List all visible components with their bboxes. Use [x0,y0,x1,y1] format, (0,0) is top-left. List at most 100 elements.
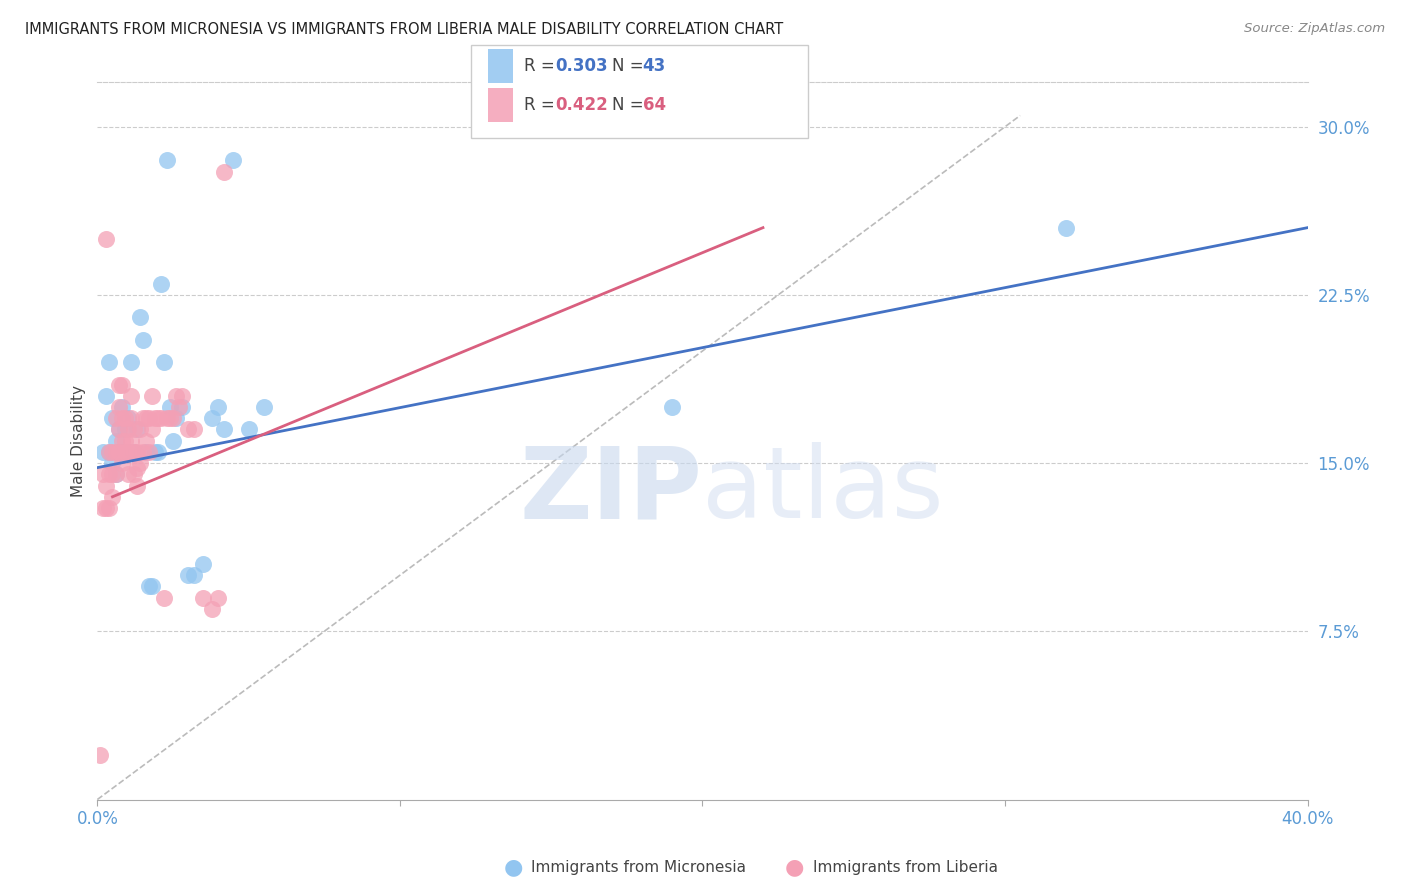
Point [162,434,184,448]
Point [98,500,121,515]
Point [149,277,172,291]
Text: 0.422: 0.422 [555,96,609,114]
Point [114,411,136,425]
Point [98,355,121,369]
Point [98,445,121,459]
Point [165,411,187,425]
Point [104,467,127,482]
Point [107,423,129,437]
Point [143,445,166,459]
Point [183,568,205,582]
Point [135,434,157,448]
Point [93,467,115,482]
Point [101,411,124,425]
Point [132,333,155,347]
Point [122,423,145,437]
Point [98,467,121,482]
Point [120,389,142,403]
Text: Immigrants from Liberia: Immigrants from Liberia [813,860,998,874]
Point [214,164,236,178]
Point [110,377,132,392]
Point [114,445,136,459]
Point [177,568,200,582]
Point [117,445,139,459]
Point [135,411,157,425]
Point [149,411,172,425]
Point [117,445,139,459]
Point [125,478,148,492]
Text: R =: R = [524,96,561,114]
Point [159,400,181,414]
Point [120,411,142,425]
Point [125,423,148,437]
Point [117,423,139,437]
Point [122,467,145,482]
Text: Immigrants from Micronesia: Immigrants from Micronesia [531,860,747,874]
Point [120,434,142,448]
Point [177,423,200,437]
Point [153,355,176,369]
Point [104,467,127,482]
Point [107,377,129,392]
Point [98,445,121,459]
Point [110,411,132,425]
Point [107,445,129,459]
Point [201,602,224,616]
Point [138,445,160,459]
Point [110,456,132,470]
Point [117,411,139,425]
Point [107,423,129,437]
Point [207,400,229,414]
Point [128,423,150,437]
Point [214,423,236,437]
Point [128,456,150,470]
Point [122,445,145,459]
Point [165,389,187,403]
Point [153,591,176,605]
Point [104,411,127,425]
Point [238,423,260,437]
Point [143,411,166,425]
Point [110,445,132,459]
Point [110,434,132,448]
Text: N =: N = [612,57,648,75]
Point [141,423,163,437]
Point [253,400,276,414]
Point [114,434,136,448]
Point [96,389,118,403]
Point [167,400,190,414]
Point [104,434,127,448]
Point [93,445,115,459]
Point [101,490,124,504]
Point [93,500,115,515]
Point [120,355,142,369]
Point [159,411,181,425]
Point [170,389,193,403]
Point [146,411,169,425]
Point [170,400,193,414]
Point [125,460,148,475]
Point [138,579,160,593]
Text: R =: R = [524,57,561,75]
Text: atlas: atlas [703,442,943,540]
Point [125,445,148,459]
Point [207,591,229,605]
Point [96,478,118,492]
Point [101,456,124,470]
Point [128,310,150,325]
Y-axis label: Male Disability: Male Disability [72,384,86,497]
Point [1054,220,1077,235]
Point [96,500,118,515]
Text: ●: ● [785,857,804,877]
Point [101,445,124,459]
Point [104,445,127,459]
Point [132,411,155,425]
Point [89,747,111,762]
Point [117,467,139,482]
Point [193,591,215,605]
Point [156,411,179,425]
Point [101,467,124,482]
Point [114,423,136,437]
Point [141,579,163,593]
Point [661,400,683,414]
